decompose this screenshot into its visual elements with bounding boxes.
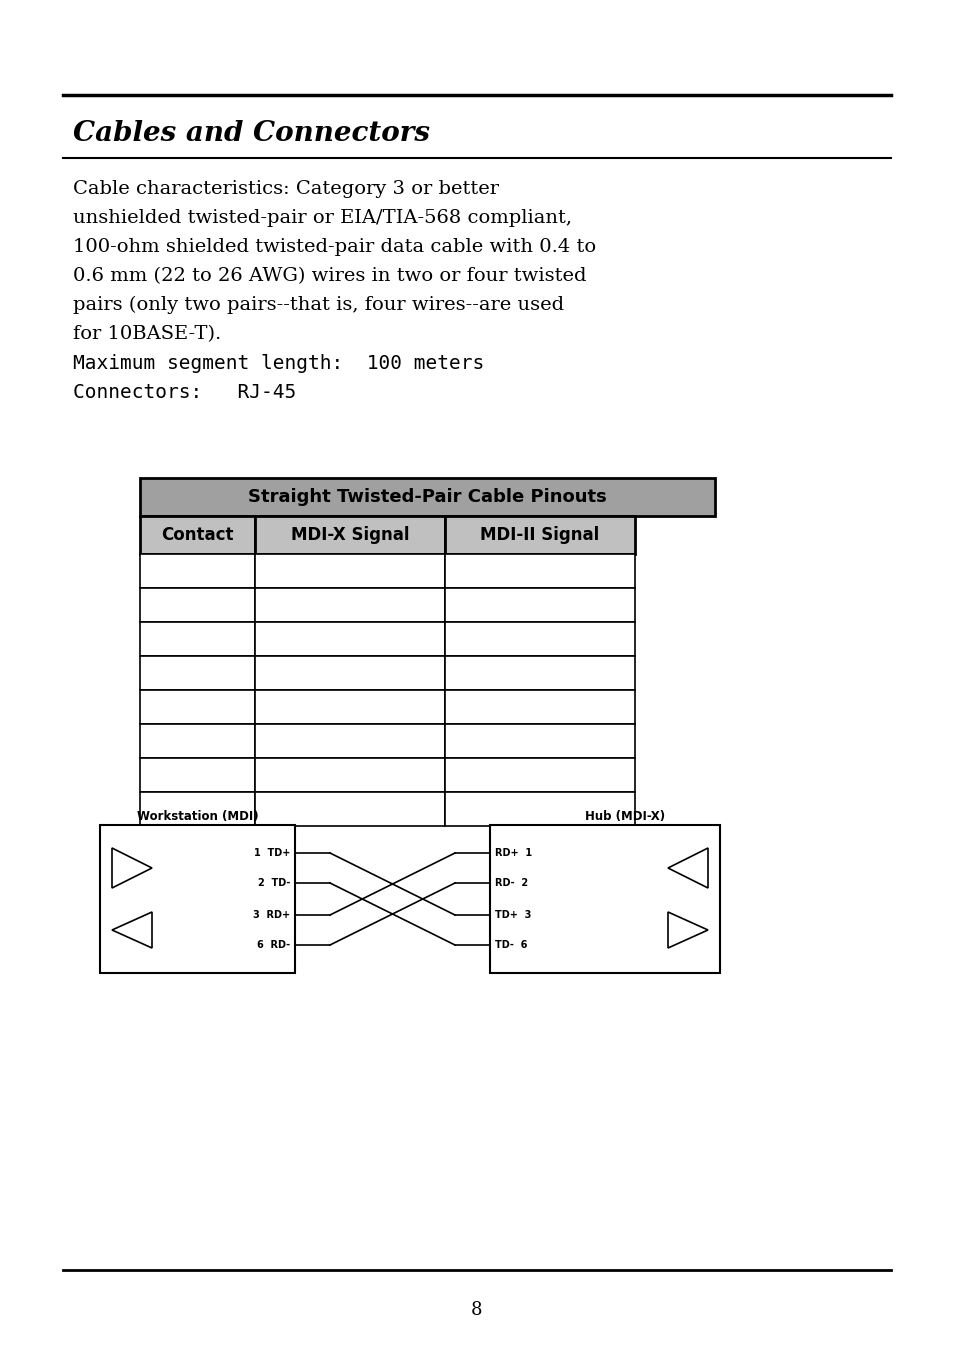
Bar [444, 792, 635, 826]
Bar [254, 792, 444, 826]
Text: MDI-II Signal: MDI-II Signal [480, 526, 599, 544]
Text: Workstation (MDI): Workstation (MDI) [136, 809, 258, 823]
Text: 2  TD-: 2 TD- [257, 878, 290, 888]
Text: Connectors:   RJ-45: Connectors: RJ-45 [73, 383, 296, 402]
Bar [100, 826, 294, 973]
Bar [444, 656, 635, 689]
Polygon shape [112, 849, 152, 888]
Text: TD+  3: TD+ 3 [495, 911, 531, 920]
Text: 8: 8 [471, 1300, 482, 1319]
Bar [254, 554, 444, 588]
Bar [254, 758, 444, 792]
Text: 1  TD+: 1 TD+ [253, 849, 290, 858]
Bar [254, 517, 444, 554]
Text: Straight Twisted-Pair Cable Pinouts: Straight Twisted-Pair Cable Pinouts [248, 488, 606, 506]
Bar [254, 689, 444, 724]
Bar [444, 554, 635, 588]
Bar [444, 588, 635, 622]
Text: unshielded twisted-pair or EIA/TIA-568 compliant,: unshielded twisted-pair or EIA/TIA-568 c… [73, 209, 572, 227]
Text: TD-  6: TD- 6 [495, 940, 527, 950]
Bar [140, 588, 254, 622]
Bar [140, 622, 254, 656]
Text: RD-  2: RD- 2 [495, 878, 528, 888]
Text: 3  RD+: 3 RD+ [253, 911, 290, 920]
Bar [444, 689, 635, 724]
Text: Contact: Contact [161, 526, 233, 544]
Text: pairs (only two pairs--that is, four wires--are used: pairs (only two pairs--that is, four wir… [73, 295, 563, 314]
Text: Maximum segment length:  100 meters: Maximum segment length: 100 meters [73, 353, 484, 374]
Bar [254, 656, 444, 689]
Text: Cable characteristics: Category 3 or better: Cable characteristics: Category 3 or bet… [73, 179, 498, 198]
Bar [140, 689, 254, 724]
Bar [254, 588, 444, 622]
Bar [140, 517, 254, 554]
Polygon shape [667, 849, 707, 888]
Bar [140, 656, 254, 689]
Bar [444, 724, 635, 758]
Text: MDI-X Signal: MDI-X Signal [291, 526, 409, 544]
Polygon shape [667, 912, 707, 948]
Polygon shape [112, 912, 152, 948]
Text: Hub (MDI-X): Hub (MDI-X) [584, 809, 664, 823]
Bar [140, 554, 254, 588]
Bar [140, 758, 254, 792]
Text: 6  RD-: 6 RD- [256, 940, 290, 950]
Bar [444, 517, 635, 554]
Text: for 10BASE-T).: for 10BASE-T). [73, 325, 221, 343]
Bar [140, 792, 254, 826]
Bar [254, 622, 444, 656]
Bar [140, 478, 714, 517]
Bar [444, 758, 635, 792]
Bar [140, 724, 254, 758]
Bar [444, 622, 635, 656]
Bar [490, 826, 720, 973]
Text: 100-ohm shielded twisted-pair data cable with 0.4 to: 100-ohm shielded twisted-pair data cable… [73, 237, 596, 256]
Bar [254, 724, 444, 758]
Text: RD+  1: RD+ 1 [495, 849, 532, 858]
Text: 0.6 mm (22 to 26 AWG) wires in two or four twisted: 0.6 mm (22 to 26 AWG) wires in two or fo… [73, 267, 586, 285]
Text: Cables and Connectors: Cables and Connectors [73, 120, 430, 147]
